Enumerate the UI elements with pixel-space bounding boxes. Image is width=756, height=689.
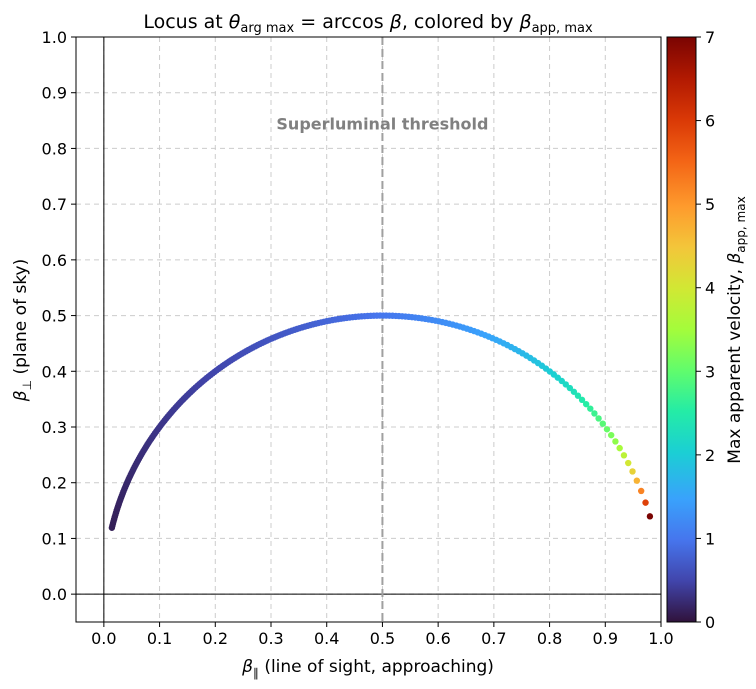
scatter-point [578, 396, 586, 404]
scatter-point [599, 420, 606, 427]
y-tick-label: 0.2 [42, 474, 67, 493]
superluminal-threshold-label: Superluminal threshold [276, 114, 488, 133]
x-tick-label: 0.0 [91, 629, 116, 648]
colorbar-ticks: 0 1 2 3 4 5 6 7 [696, 28, 715, 632]
scatter-point [566, 384, 574, 392]
scatter-point [629, 468, 636, 475]
scatter-point [616, 444, 623, 452]
colorbar-tick-label: 5 [705, 195, 715, 214]
x-tick-label: 0.5 [370, 629, 395, 648]
colorbar-tick-label: 0 [705, 613, 715, 632]
scatter-point [607, 431, 615, 439]
x-tick-label: 1.0 [648, 629, 673, 648]
x-tick-label: 0.9 [593, 629, 618, 648]
scatter-point [595, 415, 602, 422]
scatter-point [574, 392, 582, 399]
y-tick-label: 0.0 [42, 585, 67, 604]
scatter-point [642, 499, 649, 506]
scatter-point [587, 405, 594, 412]
scatter-point [633, 477, 641, 484]
y-tick-label: 0.6 [42, 251, 67, 270]
scatter-point [646, 513, 654, 520]
x-tick-label: 0.3 [258, 629, 283, 648]
scatter-point [625, 459, 632, 467]
y-tick-label: 0.5 [42, 307, 67, 326]
x-tick-label: 0.7 [481, 629, 506, 648]
y-axis-label: β⊥ (plane of sky) [11, 259, 34, 403]
x-tick-label: 0.6 [425, 629, 450, 648]
x-tick-label: 0.1 [147, 629, 172, 648]
chart-title: Locus at θarg max = arccos β, colored by… [143, 11, 593, 36]
x-tick-label: 0.2 [203, 629, 228, 648]
y-tick-label: 0.8 [42, 139, 67, 158]
grid [76, 36, 662, 622]
y-tick-label: 0.1 [42, 529, 67, 548]
scatter-point [591, 410, 598, 417]
x-axis-label: β∥ (line of sight, approaching) [241, 657, 494, 680]
scatter-point [582, 400, 590, 408]
plot-frame [75, 36, 662, 623]
y-tick-label: 0.3 [42, 418, 67, 437]
x-tick-label: 0.8 [537, 629, 562, 648]
y-tick-label: 0.7 [42, 195, 67, 214]
colorbar-tick-label: 4 [705, 279, 715, 298]
colorbar-label: Max apparent velocity, βapp, max [725, 196, 748, 463]
x-axis-ticks: 0.0 0.1 0.2 0.3 0.4 0.5 0.6 0.7 0.8 0.9 1.0 [91, 622, 674, 648]
y-tick-label: 1.0 [42, 28, 67, 47]
colorbar-tick-label: 3 [705, 362, 715, 381]
y-axis-ticks: 0.0 0.1 0.2 0.3 0.4 0.5 0.6 0.7 0.8 0.9 1.0 [42, 28, 76, 604]
colorbar-tick-label: 6 [705, 112, 715, 131]
colorbar-tick-label: 7 [705, 28, 715, 47]
scatter-point [603, 426, 611, 433]
scatter-point [612, 438, 619, 445]
scatter-point [637, 487, 645, 495]
colorbar-tick-label: 2 [705, 446, 715, 465]
scatter-series [108, 312, 654, 531]
x-tick-label: 0.4 [314, 629, 339, 648]
colorbar-tick-label: 1 [705, 529, 715, 548]
scatter-point [620, 452, 628, 459]
y-tick-label: 0.4 [42, 362, 67, 381]
y-tick-label: 0.9 [42, 84, 67, 103]
scatter-point [570, 388, 578, 395]
colorbar [666, 36, 697, 623]
